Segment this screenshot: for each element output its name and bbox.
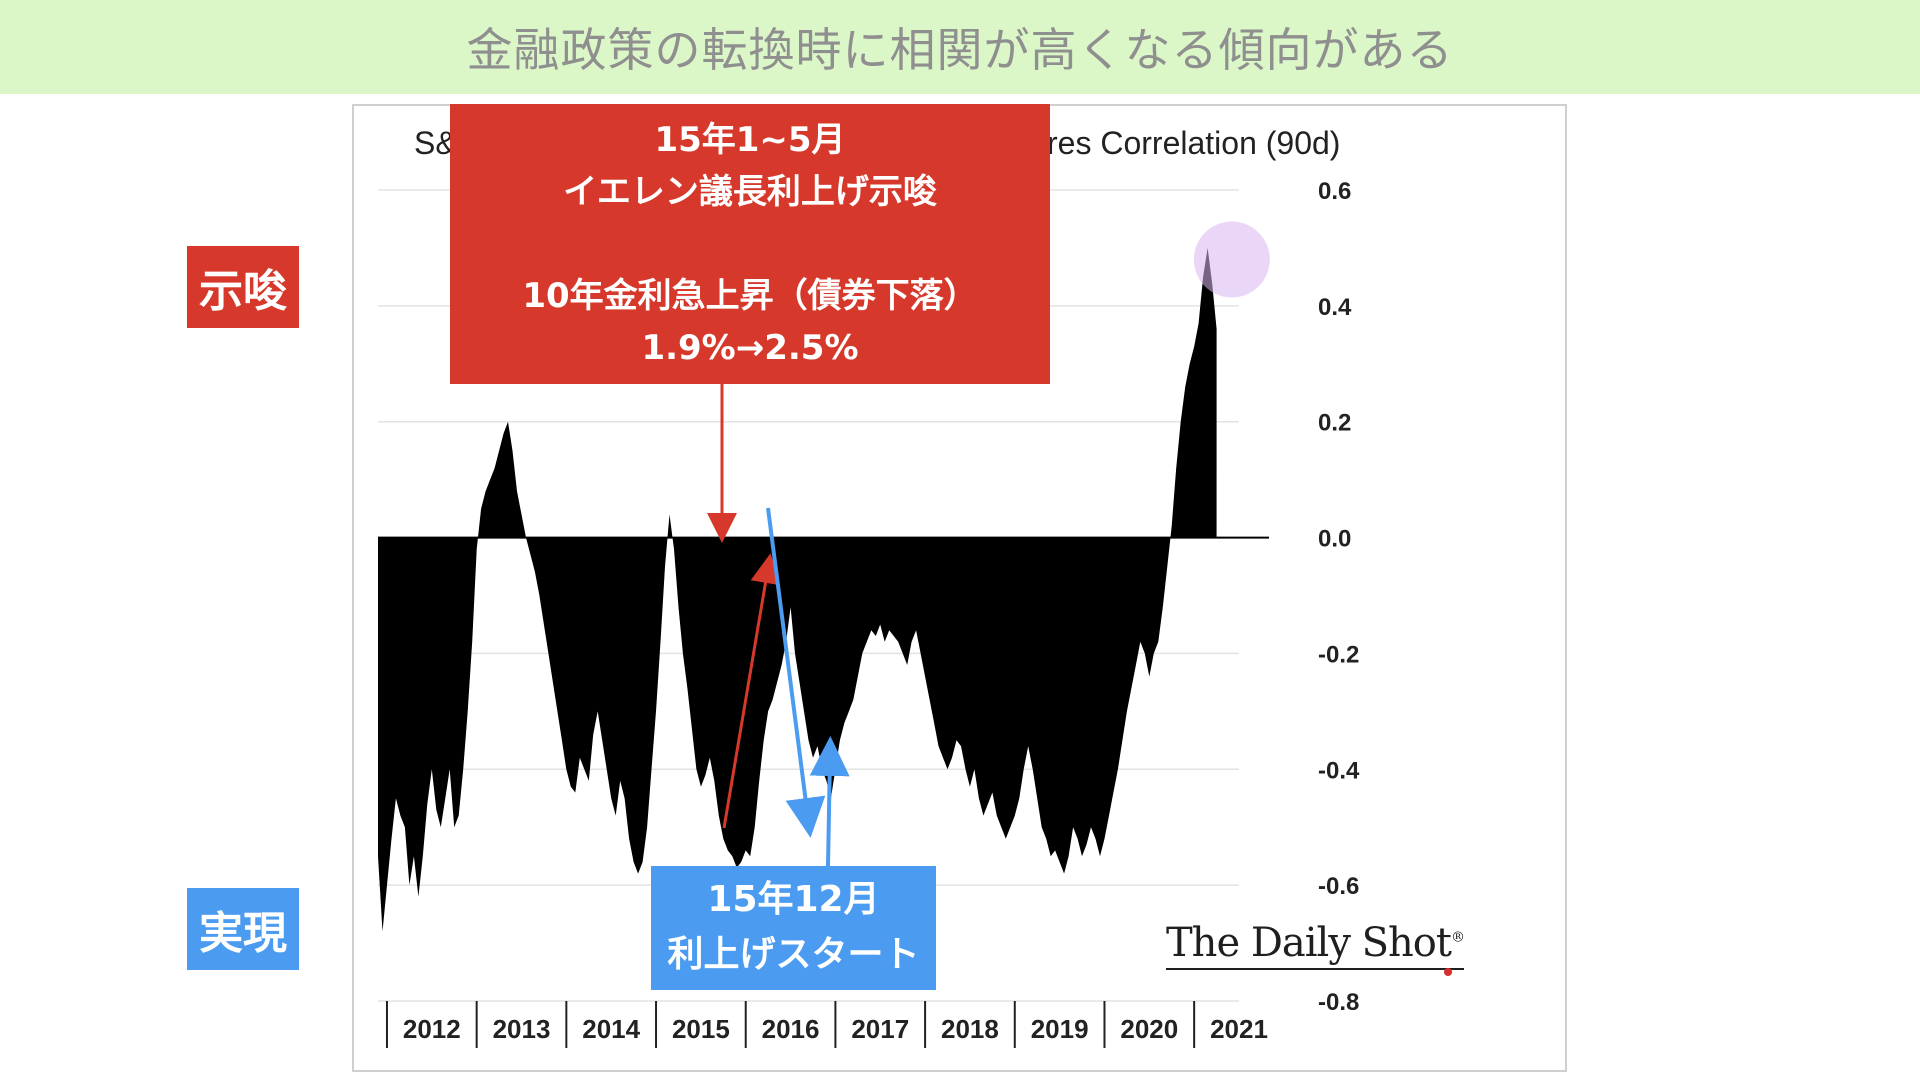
- y-tick-label: -0.6: [1318, 873, 1359, 900]
- y-tick-label: -0.4: [1318, 757, 1360, 784]
- x-tick-label: 2021: [1210, 1014, 1268, 1044]
- highlight-circle: [1193, 221, 1270, 298]
- realization-period: 15年12月: [707, 879, 880, 920]
- logo-dot-icon: [1443, 968, 1452, 976]
- annotation-hint-box: 15年1~5月 イエレン議長利上げ示唆 10年金利急上昇（債券下落） 1.9%→…: [450, 104, 1050, 384]
- y-tick-label: 0.4: [1318, 294, 1352, 321]
- label-realization-text: 実現: [199, 908, 287, 959]
- the-daily-shot-logo: The Daily Shot®: [1166, 920, 1465, 976]
- realization-description: 利上げスタート: [667, 934, 920, 975]
- blue-arrow-down: [766, 507, 826, 838]
- y-tick-label: -0.2: [1318, 641, 1359, 668]
- x-tick-labels: 2012 2013 2014 2015 2016 2017 2018 2019 2020 2021: [385, 1001, 1268, 1048]
- x-tick-label: 2020: [1120, 1014, 1178, 1044]
- annotation-realization-box: 15年12月 利上げスタート: [651, 866, 936, 990]
- title-banner: 金融政策の転換時に相関が高くなる傾向がある: [0, 0, 1920, 94]
- hint-rate-rise: 10年金利急上昇（債券下落）: [522, 276, 978, 316]
- red-arrow-up: [722, 553, 781, 829]
- x-tick-label: 2015: [672, 1014, 730, 1044]
- x-tick-label: 2012: [403, 1014, 461, 1044]
- chart-title-left: S&: [414, 125, 457, 161]
- y-tick-label: 0.0: [1318, 526, 1351, 553]
- x-tick-label: 2014: [582, 1014, 640, 1044]
- registered-mark: ®: [1450, 929, 1465, 946]
- chart-title-right: res Correlation (90d): [1047, 125, 1340, 161]
- watermark-text: The Daily Shot: [1166, 920, 1452, 966]
- y-tick-label: -0.8: [1318, 989, 1359, 1016]
- label-suggestion: 示唆: [187, 246, 299, 328]
- x-tick-label: 2013: [493, 1014, 551, 1044]
- x-tick-label: 2018: [941, 1014, 999, 1044]
- x-tick-label: 2016: [762, 1014, 820, 1044]
- correlation-area: [378, 247, 1217, 932]
- y-tick-label: 0.2: [1318, 410, 1351, 437]
- hint-description: イエレン議長利上げ示唆: [563, 172, 937, 212]
- label-realization: 実現: [187, 888, 299, 970]
- hint-period: 15年1~5月: [654, 120, 846, 160]
- banner-text: 金融政策の転換時に相関が高くなる傾向がある: [466, 23, 1454, 77]
- x-tick-label: 2017: [851, 1014, 909, 1044]
- label-suggestion-text: 示唆: [199, 266, 287, 317]
- y-tick-labels: 0.6 0.4 0.2 0.0 -0.2 -0.4 -0.6 -0.8: [1318, 178, 1360, 1016]
- y-tick-label: 0.6: [1318, 178, 1351, 205]
- blue-arrow-up: [809, 736, 850, 867]
- hint-rate-change: 1.9%→2.5%: [641, 328, 859, 368]
- x-tick-label: 2019: [1031, 1014, 1089, 1044]
